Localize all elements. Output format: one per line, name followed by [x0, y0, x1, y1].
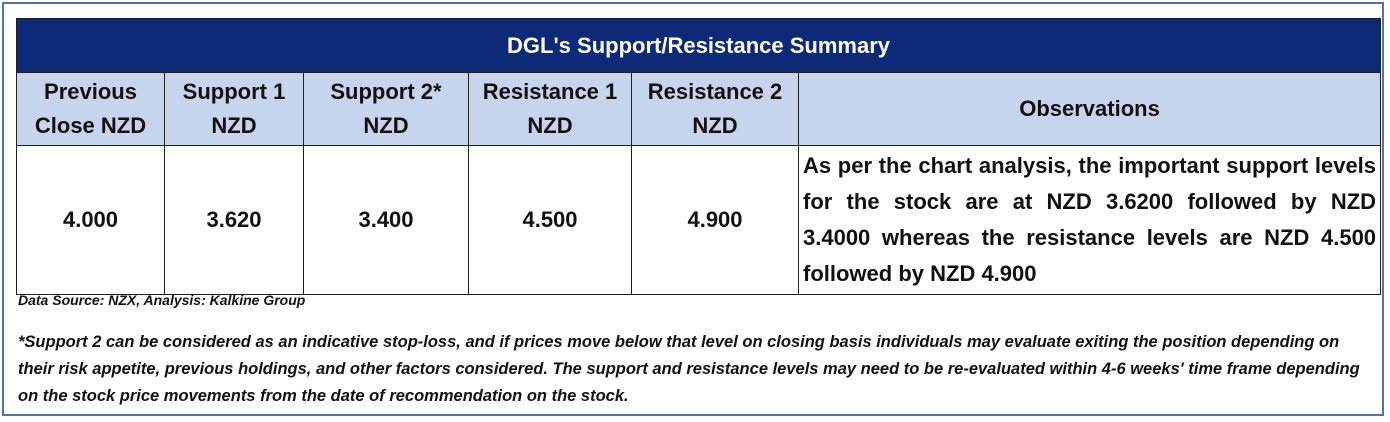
- summary-frame: DGL's Support/Resistance Summary Previou…: [2, 2, 1384, 416]
- header-line: Resistance 1: [482, 79, 618, 104]
- header-line: Previous: [44, 79, 137, 104]
- value-support-2: 3.400: [303, 145, 469, 295]
- header-line: Close NZD: [34, 113, 147, 138]
- observation-text: As per the chart analysis, the important…: [797, 145, 1382, 295]
- header-observations: Observations: [797, 72, 1382, 146]
- data-source-note: Data Source: NZX, Analysis: Kalkine Grou…: [18, 292, 306, 308]
- header-support-2: Support 2* NZD: [303, 72, 469, 146]
- header-line: NZD: [363, 113, 409, 138]
- header-previous-close: Previous Close NZD: [16, 72, 165, 146]
- header-line: Support 2*: [330, 79, 442, 104]
- support-resistance-table: DGL's Support/Resistance Summary Previou…: [15, 18, 1382, 295]
- value-previous-close: 4.000: [16, 145, 165, 295]
- header-line: NZD: [527, 113, 573, 138]
- header-resistance-1: Resistance 1 NZD: [468, 72, 632, 146]
- header-line: Resistance 2: [647, 79, 783, 104]
- table-title: DGL's Support/Resistance Summary: [15, 18, 1382, 73]
- value-resistance-2: 4.900: [631, 145, 799, 295]
- disclaimer-note: *Support 2 can be considered as an indic…: [18, 333, 1360, 405]
- header-support-1: Support 1 NZD: [164, 72, 304, 146]
- header-resistance-2: Resistance 2 NZD: [631, 72, 799, 146]
- value-support-1: 3.620: [164, 145, 304, 295]
- header-line: Support 1: [182, 79, 286, 104]
- table-row: 4.000 3.620 3.400 4.500 4.900 As per the…: [16, 145, 1382, 295]
- header-row: Previous Close NZD Support 1 NZD Support…: [16, 72, 1382, 146]
- header-line: NZD: [211, 113, 257, 138]
- title-row: DGL's Support/Resistance Summary: [15, 18, 1382, 73]
- value-resistance-1: 4.500: [468, 145, 632, 295]
- header-line: NZD: [692, 113, 738, 138]
